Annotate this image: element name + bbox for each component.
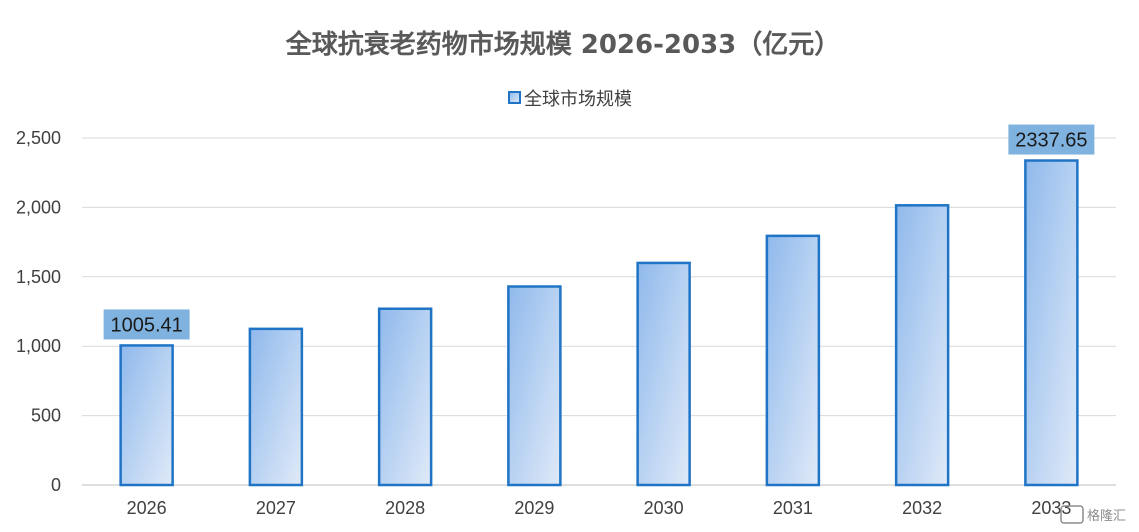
data-label-2033: 2337.65: [1015, 130, 1087, 152]
bar-2033: [1024, 159, 1079, 487]
gridlines: [82, 137, 1116, 486]
x-tick-label: 2027: [256, 498, 296, 518]
watermark-text: 格隆汇: [1087, 508, 1126, 524]
bar-2031: [765, 234, 821, 487]
data-label-box: [103, 309, 190, 340]
y-tick-label: 2,500: [16, 128, 61, 148]
legend-label: 全球市场规模: [524, 89, 632, 110]
y-tick-label: 1,500: [16, 267, 61, 287]
watermark-logo-icon: [1060, 505, 1084, 524]
bar-2032: [894, 204, 950, 487]
x-tick-label: 2032: [902, 498, 942, 518]
y-tick-label: 0: [51, 475, 61, 495]
y-tick-label: 1,000: [16, 336, 61, 356]
bars: [119, 159, 1079, 487]
data-label-box: [1008, 124, 1095, 155]
y-axis: 0 500 1,000 1,500 2,000 2,500: [16, 128, 61, 495]
watermark: 格隆汇: [1060, 505, 1126, 524]
y-tick-label: 500: [31, 406, 61, 426]
x-tick-label: 2026: [127, 498, 167, 518]
x-tick-label: 2029: [514, 498, 554, 518]
chart-title: 全球抗衰老药物市场规模 2026-2033（亿元）: [285, 29, 841, 60]
bar-2026: [119, 344, 174, 487]
x-axis: 2026 2027 2028 2029 2030 2031 2032 2033: [127, 498, 1072, 518]
x-tick-label: 2028: [385, 498, 425, 518]
legend-swatch: [508, 91, 521, 104]
x-tick-label: 2033: [1031, 498, 1071, 518]
data-labels: 1005.41 2337.65: [103, 124, 1095, 340]
bar-2028: [377, 307, 433, 487]
data-label-2026: 1005.41: [110, 314, 182, 336]
legend: 全球市场规模: [508, 89, 632, 110]
x-tick-label: 2030: [644, 498, 684, 518]
y-tick-label: 2,000: [16, 197, 61, 217]
bar-2027: [248, 327, 304, 487]
bar-2030: [636, 261, 691, 487]
bar-2029: [507, 285, 562, 487]
x-tick-label: 2031: [773, 498, 813, 518]
